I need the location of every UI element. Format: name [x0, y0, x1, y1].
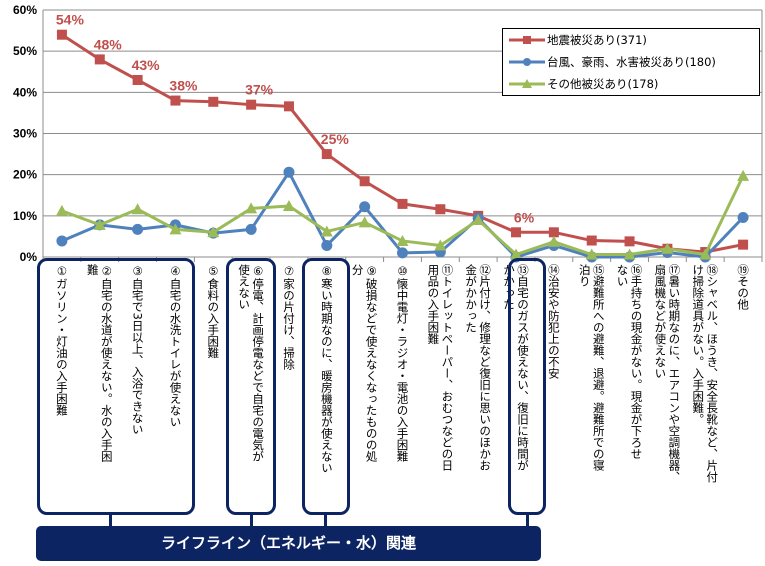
- data-point-circle: [56, 235, 68, 247]
- data-point-triangle: [510, 248, 523, 260]
- data-label: 48%: [94, 36, 123, 52]
- data-point-triangle: [131, 203, 144, 215]
- data-point-triangle: [245, 202, 258, 214]
- category-label: ⑱シャベル、ほうき、安全長靴など、片付 け掃除道具がない。入手困難。: [691, 264, 720, 483]
- group-box-lifeline-8: [302, 258, 350, 515]
- data-point-square: [586, 235, 597, 246]
- y-tick-label: 60%: [13, 3, 37, 17]
- y-tick-label: 50%: [13, 44, 37, 58]
- data-point-triangle: [358, 216, 371, 228]
- data-label: 6%: [514, 209, 535, 225]
- category-label: ⑯手持ちの現金がない。現金が下ろせ ない: [615, 264, 644, 460]
- data-point-square: [397, 198, 408, 209]
- data-point-circle: [359, 201, 371, 213]
- legend-label: その他被災あり(178): [547, 77, 659, 91]
- data-point-triangle: [396, 234, 409, 246]
- category-label: ⑮避難所への避難、退避。避難所での寝 泊り: [577, 264, 606, 471]
- legend-item-other: その他被災あり(178): [503, 73, 759, 95]
- lifeline-banner: ライフライン（エネルギー・水）関連: [36, 526, 541, 561]
- legend-item-typhoon: 台風、豪雨、水害被災あり(180): [503, 51, 759, 73]
- data-point-circle: [321, 239, 333, 251]
- y-tick-label: 10%: [13, 209, 37, 223]
- data-label: 54%: [56, 12, 85, 28]
- connector: [526, 515, 529, 527]
- data-point-square: [170, 95, 181, 106]
- connector: [250, 515, 253, 527]
- group-box-lifeline-1-4: [37, 258, 195, 515]
- category-label: ⑦家の片付け、掃除: [281, 264, 296, 370]
- series-group: [55, 29, 750, 263]
- data-point-triangle: [623, 248, 636, 260]
- y-tick-label: 30%: [13, 127, 37, 141]
- data-point-square: [511, 227, 522, 238]
- connector: [324, 515, 327, 527]
- data-point-triangle: [472, 213, 485, 225]
- data-point-triangle: [207, 226, 220, 238]
- data-point-square: [208, 96, 219, 107]
- category-label: ⑧寒い時期なのに、暖房機器が使えない: [319, 264, 334, 474]
- data-point-triangle: [699, 248, 712, 260]
- category-label: ③自宅で3日以上、入浴できない: [130, 264, 145, 435]
- data-point-square: [738, 239, 749, 250]
- data-point-triangle: [585, 248, 598, 260]
- data-point-square: [321, 149, 332, 160]
- category-label: ⑩懐中電灯・ラジオ・電池の入手困難: [395, 264, 410, 462]
- category-label: ②自宅の水道が使えない。水の入手困 難: [85, 264, 114, 462]
- data-point-square: [94, 54, 105, 65]
- y-tick-label: 20%: [13, 168, 37, 182]
- category-label: ⑥停電、計画停電などで自宅の電気が 使えない: [237, 264, 266, 462]
- legend: 地震被災あり(371) 台風、豪雨、水害被災あり(180) その他被災あり(17…: [502, 28, 760, 96]
- data-label: 43%: [132, 57, 161, 73]
- category-label: ①ガソリン・灯油の入手困難: [54, 264, 69, 416]
- y-tick-label: 0%: [20, 250, 38, 264]
- data-label: 37%: [245, 82, 274, 98]
- data-point-circle: [132, 223, 144, 235]
- data-point-triangle: [169, 223, 182, 235]
- category-label: ⑤食料の入手困難: [206, 264, 221, 359]
- category-label: ⑪トイレットペーパー、おむつなどの日 用品の入手困難: [426, 264, 455, 471]
- legend-item-earthquake: 地震被災あり(371): [503, 29, 759, 51]
- category-label: ⑰暑い時期なのに、エアコンや空調機器、 扇風機などが使えない: [653, 264, 682, 483]
- category-label: ⑨破損などで使えなくなったものの処 分: [350, 264, 379, 462]
- data-point-circle: [245, 223, 257, 235]
- data-point-triangle: [55, 204, 68, 216]
- data-point-triangle: [661, 242, 674, 254]
- data-point-square: [548, 227, 559, 238]
- data-point-square: [624, 236, 635, 247]
- group-box-lifeline-13: [508, 258, 546, 515]
- data-point-square: [435, 204, 446, 215]
- data-point-circle: [737, 211, 749, 223]
- square-marker-icon: [509, 36, 545, 44]
- data-point-circle: [397, 247, 408, 259]
- data-label: 25%: [321, 131, 350, 147]
- data-point-square: [132, 74, 143, 85]
- triangle-marker-icon: [509, 79, 545, 88]
- data-point-square: [359, 176, 370, 187]
- category-label: ⑭治安や防犯上の不安: [546, 264, 561, 379]
- data-point-triangle: [737, 169, 750, 181]
- category-label: ⑫片付け、修理など復旧に思いのほかお 金がかかった: [464, 264, 493, 471]
- data-point-circle: [283, 166, 295, 178]
- data-label: 38%: [169, 78, 198, 94]
- category-label: ④自宅の水洗トイレが使えない: [168, 264, 183, 428]
- circle-marker-icon: [509, 58, 545, 66]
- group-box-lifeline-6: [226, 258, 276, 515]
- data-point-triangle: [93, 218, 106, 230]
- y-axis: 0% 10% 20% 30% 40% 50% 60%: [13, 3, 763, 264]
- data-point-triangle: [282, 199, 295, 211]
- data-point-square: [283, 101, 294, 112]
- category-label: ⑲その他: [736, 264, 751, 310]
- data-point-triangle: [547, 235, 560, 247]
- data-point-square: [56, 29, 67, 40]
- data-point-triangle: [434, 239, 447, 251]
- legend-label: 地震被災あり(371): [547, 33, 647, 47]
- data-point-square: [246, 99, 257, 110]
- y-tick-label: 40%: [13, 85, 37, 99]
- data-labels: 54% 48% 43% 38% 37% 25% 6%: [56, 12, 535, 226]
- legend-label: 台風、豪雨、水害被災あり(180): [547, 55, 716, 69]
- connector: [109, 515, 112, 527]
- data-point-triangle: [320, 225, 333, 237]
